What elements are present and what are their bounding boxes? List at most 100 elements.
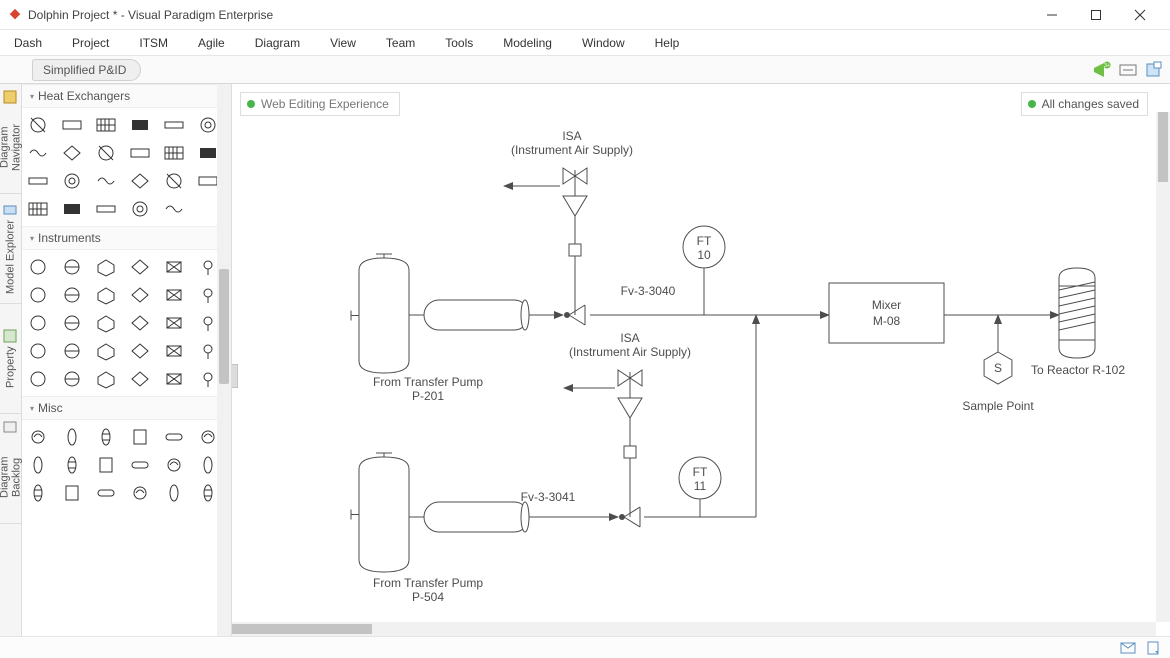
note-icon[interactable] (1146, 641, 1162, 655)
mail-icon[interactable] (1120, 641, 1136, 655)
palette-shape[interactable] (26, 454, 50, 476)
new-diagram-icon[interactable] (1144, 61, 1164, 79)
tab-simplified-pid[interactable]: Simplified P&ID (32, 59, 141, 81)
sidetab-diagram-backlog[interactable]: Diagram Backlog (0, 414, 21, 524)
palette-shape[interactable] (60, 454, 84, 476)
menu-help[interactable]: Help (655, 36, 680, 50)
palette-shape[interactable] (128, 426, 152, 448)
palette-shape[interactable] (94, 142, 118, 164)
maximize-button[interactable] (1074, 1, 1118, 29)
palette-shape[interactable] (94, 426, 118, 448)
palette-shape[interactable] (26, 142, 50, 164)
palette-shape[interactable] (60, 284, 84, 306)
palette-shape[interactable] (162, 340, 186, 362)
megaphone-icon[interactable]: 3+ (1092, 61, 1112, 79)
palette-section-instruments[interactable]: ▾Instruments (22, 226, 231, 250)
palette-shape[interactable] (60, 482, 84, 504)
diagram-canvas[interactable]: Web Editing Experience All changes saved… (232, 84, 1170, 636)
palette-shape[interactable] (128, 454, 152, 476)
palette-shape[interactable] (94, 482, 118, 504)
palette-shape[interactable] (128, 170, 152, 192)
menu-project[interactable]: Project (72, 36, 109, 50)
palette-shape[interactable] (162, 142, 186, 164)
palette-shape[interactable] (94, 454, 118, 476)
palette-shape[interactable] (26, 198, 50, 220)
palette-shape[interactable] (26, 256, 50, 278)
palette-shape[interactable] (94, 256, 118, 278)
svg-text:From Transfer Pump: From Transfer Pump (373, 576, 483, 590)
menu-window[interactable]: Window (582, 36, 625, 50)
palette-shape[interactable] (128, 256, 152, 278)
palette-shape[interactable] (94, 198, 118, 220)
palette-shape[interactable] (128, 340, 152, 362)
palette-section-misc[interactable]: ▾Misc (22, 396, 231, 420)
svg-text:Mixer: Mixer (872, 298, 901, 312)
sidetab-diagram-navigator[interactable]: Diagram Navigator (0, 84, 21, 194)
palette-shape[interactable] (60, 368, 84, 390)
menu-modeling[interactable]: Modeling (503, 36, 552, 50)
palette-shape[interactable] (128, 312, 152, 334)
palette-shape[interactable] (128, 482, 152, 504)
shape-palette: ▾Heat Exchangers ▾Instruments ▾Misc (22, 84, 232, 636)
sidetab-property[interactable]: Property (0, 304, 21, 414)
palette-shape[interactable] (60, 426, 84, 448)
sidetab-model-explorer[interactable]: Model Explorer (0, 194, 21, 304)
palette-shape[interactable] (94, 284, 118, 306)
canvas-scrollbar-vertical[interactable] (1156, 112, 1170, 622)
palette-shape[interactable] (128, 198, 152, 220)
palette-shape[interactable] (26, 114, 50, 136)
palette-shape[interactable] (162, 368, 186, 390)
canvas-scrollbar-horizontal[interactable] (232, 622, 1156, 636)
svg-text:ISA: ISA (562, 129, 581, 143)
palette-shape[interactable] (60, 340, 84, 362)
palette-shape[interactable] (162, 312, 186, 334)
palette-shape[interactable] (128, 284, 152, 306)
palette-shape[interactable] (162, 170, 186, 192)
close-button[interactable] (1118, 1, 1162, 29)
menu-diagram[interactable]: Diagram (255, 36, 300, 50)
fit-width-icon[interactable] (1118, 61, 1138, 79)
palette-shape[interactable] (60, 256, 84, 278)
menu-tools[interactable]: Tools (445, 36, 473, 50)
palette-shape[interactable] (128, 368, 152, 390)
palette-shape[interactable] (162, 284, 186, 306)
svg-text:P-201: P-201 (412, 389, 444, 403)
menu-view[interactable]: View (330, 36, 356, 50)
palette-shape[interactable] (26, 426, 50, 448)
palette-shape[interactable] (162, 454, 186, 476)
svg-text:To Reactor R-102: To Reactor R-102 (1031, 363, 1125, 377)
palette-shape[interactable] (94, 368, 118, 390)
palette-shape[interactable] (26, 312, 50, 334)
minimize-button[interactable] (1030, 1, 1074, 29)
palette-shape[interactable] (26, 170, 50, 192)
palette-shape[interactable] (162, 114, 186, 136)
palette-shape[interactable] (94, 312, 118, 334)
menu-team[interactable]: Team (386, 36, 415, 50)
palette-shape[interactable] (60, 142, 84, 164)
palette-shape[interactable] (128, 142, 152, 164)
palette-shape[interactable] (162, 198, 186, 220)
palette-shape[interactable] (26, 340, 50, 362)
palette-shape[interactable] (26, 284, 50, 306)
palette-shape[interactable] (94, 114, 118, 136)
palette-shape[interactable] (60, 198, 84, 220)
palette-shape[interactable] (94, 170, 118, 192)
palette-shape[interactable] (162, 426, 186, 448)
palette-shape[interactable] (162, 482, 186, 504)
palette-scrollbar[interactable] (217, 84, 231, 636)
palette-shape[interactable] (94, 340, 118, 362)
palette-shape[interactable] (162, 256, 186, 278)
svg-text:Fv-3-3040: Fv-3-3040 (621, 284, 676, 298)
palette-shape[interactable] (60, 170, 84, 192)
palette-shape[interactable] (128, 114, 152, 136)
palette-shape[interactable] (60, 312, 84, 334)
palette-shape[interactable] (26, 482, 50, 504)
menu-dash[interactable]: Dash (14, 36, 42, 50)
palette-shape[interactable] (60, 114, 84, 136)
palette-grid-misc (22, 420, 231, 510)
palette-section-heat-exchangers[interactable]: ▾Heat Exchangers (22, 84, 231, 108)
svg-text:11: 11 (694, 479, 707, 493)
menu-agile[interactable]: Agile (198, 36, 225, 50)
palette-shape[interactable] (26, 368, 50, 390)
menu-itsm[interactable]: ITSM (139, 36, 168, 50)
